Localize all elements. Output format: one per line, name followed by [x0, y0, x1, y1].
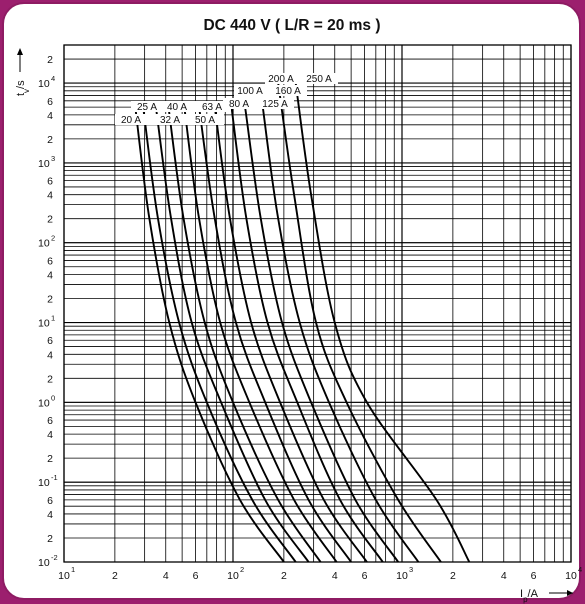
curve-label: 25 A	[137, 102, 157, 113]
y-tick-label: 4	[47, 349, 53, 361]
curve-25a	[142, 106, 297, 563]
x-tick-label: 10	[58, 570, 70, 582]
curve-80a	[213, 106, 368, 563]
x-tick-label: 6	[193, 570, 199, 582]
y-tick-exponent: 1	[51, 314, 55, 323]
x-tick-label: 2	[281, 570, 287, 582]
y-tick-exponent: 2	[51, 234, 55, 243]
curve-label: 63 A	[202, 102, 222, 113]
curve-label-bg	[131, 101, 231, 112]
x-axis-label: Ip/A	[520, 588, 539, 604]
curve-label-bg	[223, 98, 294, 109]
y-tick-label: 4	[47, 110, 53, 122]
x-tick-label: 10	[396, 570, 408, 582]
curve-20a	[134, 106, 285, 563]
x-tick-label: 4	[163, 570, 169, 582]
curve-160a	[261, 106, 420, 563]
x-tick-exponent: 4	[578, 565, 582, 574]
x-tick-label: 10	[227, 570, 239, 582]
curve-125a	[244, 106, 399, 563]
x-axis-arrowhead	[567, 590, 573, 596]
y-tick-exponent: 0	[51, 393, 55, 402]
y-tick-label: 4	[47, 269, 53, 281]
curve-200a	[277, 82, 442, 563]
y-tick-label: 10	[38, 78, 50, 90]
y-tick-label: 2	[47, 533, 53, 545]
y-tick-label: 2	[47, 294, 53, 306]
x-tick-exponent: 2	[240, 565, 244, 574]
x-tick-label: 4	[501, 570, 507, 582]
y-tick-label: 10	[38, 238, 50, 250]
curves	[134, 82, 471, 563]
y-tick-exponent: 4	[51, 74, 55, 83]
y-tick-label: 4	[47, 429, 53, 441]
y-tick-label: 6	[47, 176, 53, 188]
y-axis-label: tv/s	[15, 80, 31, 96]
curve-label: 80 A	[229, 99, 249, 110]
y-tick-label: 6	[47, 255, 53, 267]
curve-32a	[154, 106, 310, 563]
y-tick-label: 10	[38, 318, 50, 330]
curve-label: 250 A	[306, 74, 332, 85]
curve-40a	[167, 106, 322, 563]
y-tick-label: 2	[47, 373, 53, 385]
curve-label: 40 A	[167, 102, 187, 113]
chart-title: DC 440 V ( L/R = 20 ms )	[203, 17, 380, 34]
curve-label: 20 A	[121, 115, 141, 126]
curve-label: 160 A	[275, 86, 301, 97]
axis-labels: Ip/A tv/s	[15, 48, 573, 604]
x-tick-label: 6	[531, 570, 537, 582]
y-tick-label: 10	[38, 397, 50, 409]
y-tick-label: 10	[38, 158, 50, 170]
x-tick-label: 6	[362, 570, 368, 582]
y-tick-label: 2	[47, 453, 53, 465]
curve-label: 200 A	[268, 74, 294, 85]
y-tick-label: 6	[47, 495, 53, 507]
y-tick-label: 6	[47, 415, 53, 427]
y-tick-label: 6	[47, 96, 53, 108]
y-tick-label: 10	[38, 477, 50, 489]
y-tick-label: 4	[47, 509, 53, 521]
curve-label: 100 A	[237, 86, 263, 97]
curve-250a	[294, 82, 471, 563]
curve-label: 32 A	[160, 115, 180, 126]
x-tick-label: 4	[332, 570, 338, 582]
curve-100a	[230, 106, 384, 563]
x-tick-label: 2	[450, 570, 456, 582]
y-tick-label: 4	[47, 190, 53, 202]
y-tick-label: 2	[47, 54, 53, 66]
curve-50a	[183, 106, 338, 563]
x-tick-exponent: 1	[71, 565, 75, 574]
y-tick-label: 6	[47, 335, 53, 347]
y-tick-exponent: 3	[51, 154, 55, 163]
y-axis-arrowhead	[17, 48, 23, 55]
x-tick-label: 2	[112, 570, 118, 582]
x-tick-exponent: 3	[409, 565, 413, 574]
curve-label: 125 A	[262, 99, 288, 110]
curve-label-bg	[115, 114, 224, 125]
curve-label-bg	[265, 73, 338, 84]
y-tick-label: 2	[47, 214, 53, 226]
curve-label-bg	[234, 85, 307, 96]
curve-label: 50 A	[195, 115, 215, 126]
x-tick-label: 10	[565, 570, 577, 582]
curve-labels: 20 A 32 A 50 A 25 A 40 A 63 A 80 A 125 A 100 A 16…	[115, 73, 338, 126]
y-tick-label: 10	[38, 557, 50, 569]
y-tick-exponent: -1	[51, 473, 58, 482]
y-tick-exponent: -2	[51, 553, 58, 562]
curve-63a	[198, 106, 352, 563]
plot-border	[63, 44, 572, 563]
y-tick-label: 2	[47, 134, 53, 146]
